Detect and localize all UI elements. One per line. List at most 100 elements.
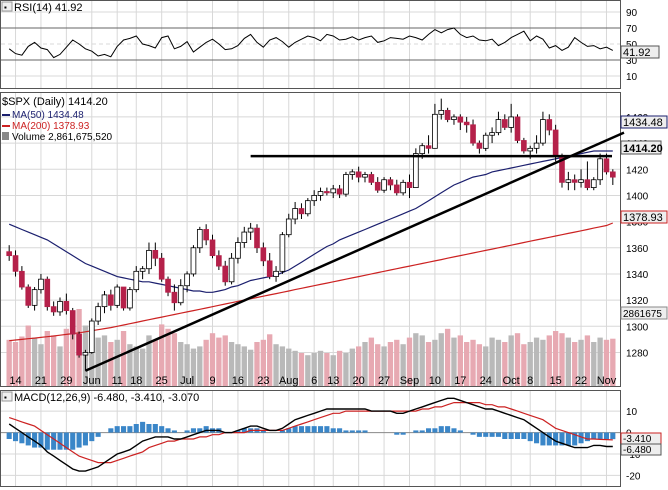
volume-bar — [362, 342, 368, 386]
volume-bar — [6, 339, 12, 386]
price-tick-label: 1320 — [626, 296, 649, 307]
candle-body — [476, 142, 483, 149]
x-axis-label: 21 — [35, 375, 47, 387]
x-axis-label: 9 — [209, 375, 215, 387]
macd-histogram-bar — [559, 432, 565, 446]
macd-histogram-bar — [591, 432, 597, 439]
volume-bar — [31, 337, 38, 386]
price-tick-label: 1400 — [626, 191, 649, 202]
candle-body — [514, 116, 521, 141]
candle-body — [603, 158, 610, 173]
macd-histogram-bar — [343, 430, 349, 433]
volume-bar — [400, 344, 406, 386]
volume-bar — [527, 342, 533, 386]
annotations — [84, 131, 625, 372]
volume-bar — [178, 342, 184, 386]
macd-histogram-bar — [457, 430, 463, 433]
macd-histogram-bar — [514, 432, 521, 439]
macd-histogram-bar — [82, 432, 88, 446]
price-tick-label: 1420 — [626, 165, 649, 176]
volume-value-label: 2861675 — [623, 309, 662, 320]
macd-histogram-bar — [610, 432, 616, 440]
macd-histogram-bar — [6, 432, 12, 439]
ma50-value-label: 1434.48 — [623, 117, 663, 129]
macd-histogram-bar — [57, 432, 63, 450]
last-price-label: 1414.20 — [623, 143, 663, 155]
candle-body — [343, 174, 349, 195]
candle-body — [387, 179, 394, 186]
candle-body — [565, 179, 572, 183]
candle-body — [533, 142, 540, 149]
volume-bar — [591, 342, 597, 386]
macd-tick-label: -20 — [626, 471, 641, 482]
volume-bar — [495, 339, 502, 386]
candle-body — [463, 121, 470, 126]
macd-toggle-icon: ▪ — [4, 393, 7, 402]
candle-body — [158, 257, 165, 280]
x-axis-label: Aug — [279, 375, 299, 387]
candle-body — [114, 286, 121, 306]
candle-body — [336, 188, 343, 195]
candle-body — [451, 116, 457, 120]
candle-body — [44, 278, 51, 308]
macd-histogram-bar — [356, 430, 362, 433]
volume-bar — [597, 337, 603, 386]
macd-histogram-bar — [324, 426, 330, 433]
volume-bar — [470, 339, 476, 386]
volume-bar — [228, 342, 235, 386]
candles — [6, 98, 616, 371]
candle-body — [19, 270, 25, 288]
volume-bar — [101, 335, 108, 386]
candle-body — [12, 255, 19, 272]
macd-histogram-bar — [489, 432, 495, 437]
macd-histogram-bar — [95, 432, 101, 437]
volume-bar — [343, 353, 349, 386]
volume-bar — [254, 342, 260, 386]
volume-bar — [139, 348, 146, 386]
x-axis-label: 17 — [454, 375, 466, 387]
macd-toggle-box[interactable] — [1, 391, 13, 402]
macd-histogram-bar — [578, 432, 584, 444]
macd-histogram-bar — [38, 432, 44, 448]
macd-histogram-bar — [171, 430, 177, 433]
candle-body — [31, 289, 38, 306]
volume-bar — [298, 353, 305, 386]
volume-bar — [267, 334, 273, 386]
x-axis-label: 20 — [353, 375, 365, 387]
macd-histogram-bar — [400, 432, 406, 435]
x-axis-label: Jun — [83, 375, 101, 387]
candle-body — [120, 286, 127, 309]
volume-bar — [546, 335, 552, 386]
volume-bar — [44, 331, 50, 386]
volume-bar — [336, 350, 343, 386]
macd-histogram-bar — [317, 426, 324, 433]
volume-bar — [19, 336, 25, 386]
rsi-line — [8, 27, 614, 59]
candle-body — [50, 306, 57, 313]
macd-histogram-bar — [89, 432, 95, 442]
macd-histogram-bar — [63, 432, 69, 450]
volume-bar — [133, 346, 139, 386]
candle-body — [413, 153, 419, 188]
macd-histogram-bar — [44, 432, 50, 450]
rsi-value-label: 41.92 — [623, 47, 651, 59]
candle-body — [419, 145, 426, 154]
x-axis-label: 10 — [429, 375, 441, 387]
macd-histogram-bar — [298, 426, 305, 433]
rsi-toggle-box[interactable] — [1, 1, 13, 12]
volume-bar — [108, 342, 114, 386]
macd-histogram-bar — [190, 428, 196, 433]
candle-body — [501, 119, 508, 128]
volume-bar — [540, 339, 546, 386]
volume-bar — [387, 342, 394, 386]
volume-bar — [355, 346, 362, 386]
rsi-series — [8, 27, 614, 59]
macd-lines — [8, 397, 613, 472]
volume-bar — [286, 348, 292, 386]
macd-histogram-bar — [152, 424, 158, 433]
volume-bar — [464, 342, 470, 386]
macd-histogram-bar — [495, 432, 501, 437]
x-axis: 14 21 29 Jun 11 18 25 Jul 9 16 23 Aug 6 13 20 27 Sep 10 17… — [9, 375, 616, 387]
volume-bar — [317, 350, 324, 386]
rsi-grid — [1, 1, 620, 88]
